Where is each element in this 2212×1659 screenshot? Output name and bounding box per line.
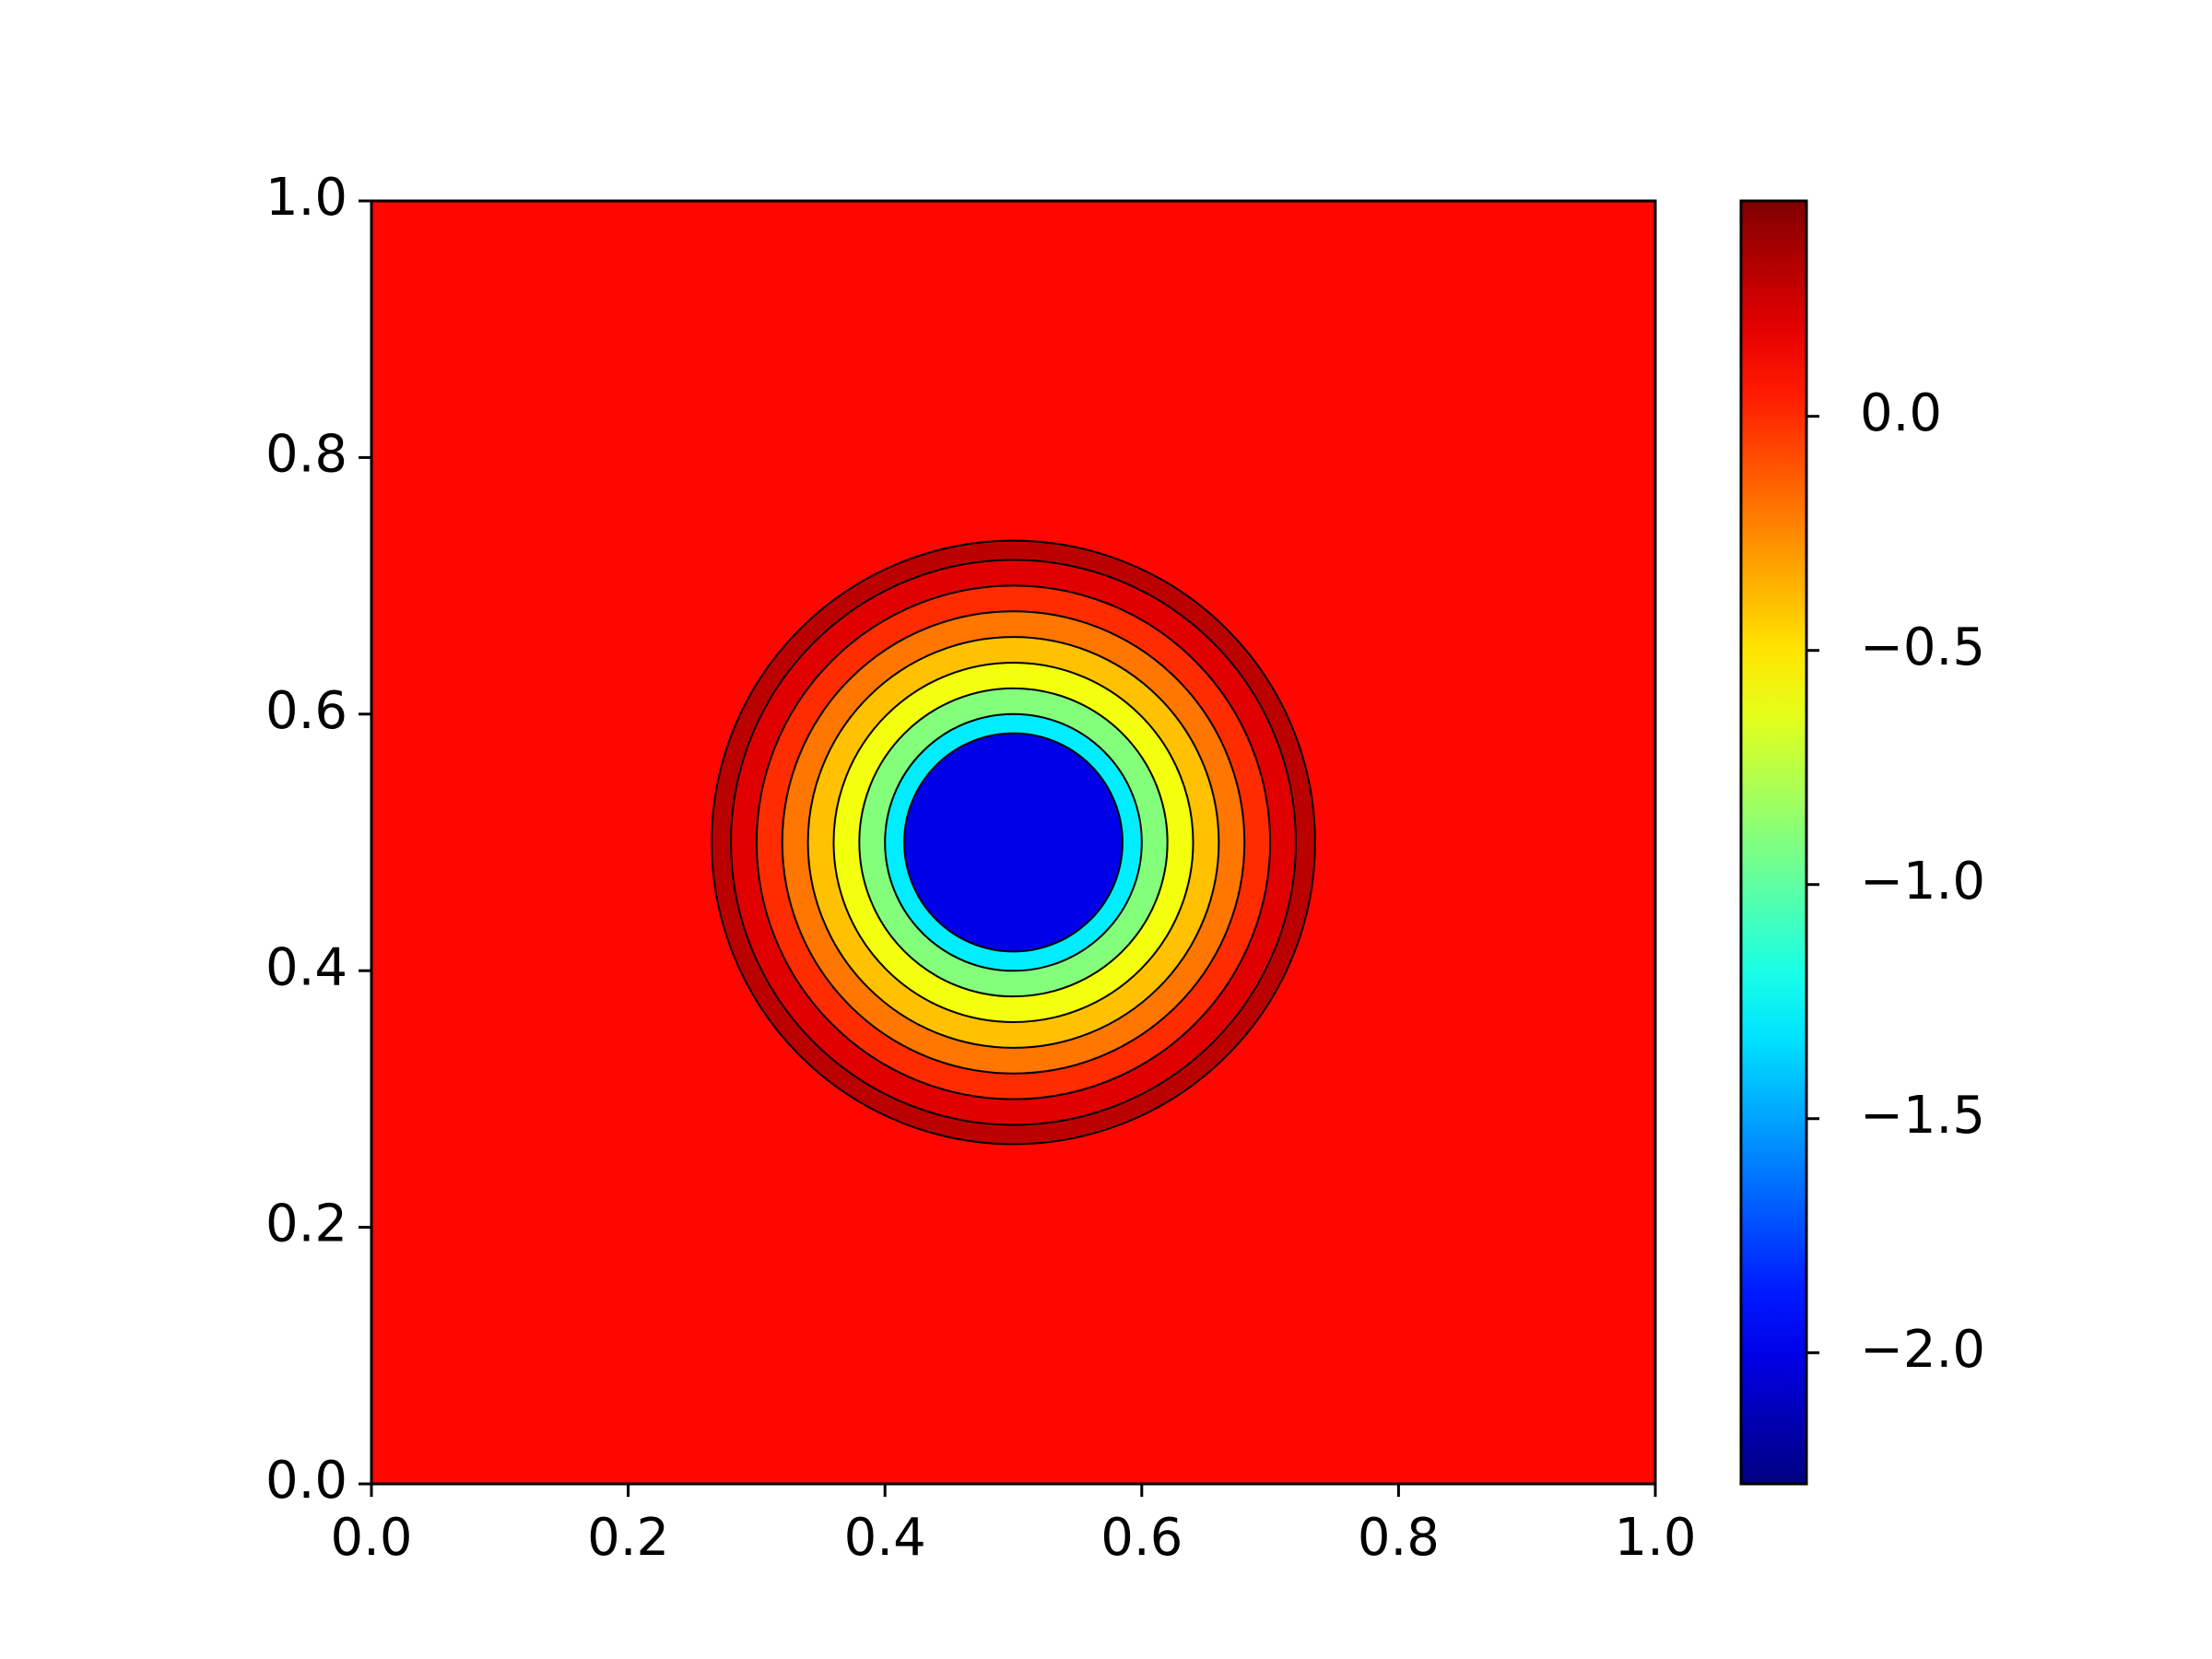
colorbar-tick-label: 0.0 — [1860, 383, 1942, 443]
x-tick-label: 0.2 — [587, 1508, 669, 1568]
colorbar-tick-label: −1.5 — [1860, 1086, 1985, 1146]
y-tick-label: 1.0 — [265, 168, 347, 228]
y-tick-label: 0.4 — [265, 937, 347, 997]
colorbar-tick-label: −1.0 — [1860, 852, 1985, 912]
colorbar — [1739, 199, 1808, 1486]
x-tick-label: 0.6 — [1100, 1508, 1182, 1568]
colorbar-tick-label: −0.5 — [1860, 618, 1985, 677]
plot-frame — [370, 199, 1657, 1486]
y-tick-label: 0.0 — [265, 1451, 347, 1511]
colorbar-tick-label: −2.0 — [1860, 1320, 1985, 1380]
x-tick-label: 0.0 — [330, 1508, 412, 1568]
y-tick-label: 0.8 — [265, 425, 347, 485]
x-tick-label: 1.0 — [1614, 1508, 1696, 1568]
contour-band — [903, 732, 1124, 953]
x-tick-label: 0.4 — [844, 1508, 926, 1568]
x-tick-label: 0.8 — [1358, 1508, 1440, 1568]
y-tick-label: 0.2 — [265, 1194, 347, 1254]
y-tick-label: 0.6 — [265, 681, 347, 741]
